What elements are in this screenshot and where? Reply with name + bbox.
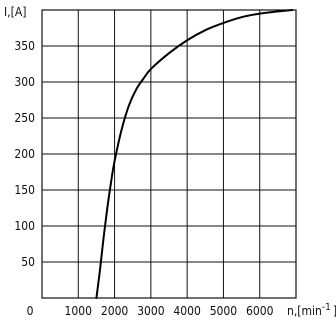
y-tick-label: 150 xyxy=(14,183,35,197)
plot-frame xyxy=(41,9,297,299)
x-tick-labels: 1000 2000 3000 4000 5000 6000 xyxy=(65,304,274,318)
x-tick-label: 6000 xyxy=(246,304,274,318)
y-tick-label: 50 xyxy=(21,255,35,269)
grid xyxy=(42,10,296,298)
x-axis-title: n,[min-1] xyxy=(287,302,336,318)
y-axis-title: I,[A] xyxy=(4,5,26,19)
y-tick-label: 350 xyxy=(14,39,35,53)
x-tick-label: 1000 xyxy=(65,304,93,318)
series-line xyxy=(95,9,294,299)
y-tick-label: 250 xyxy=(14,111,35,125)
x-tick-label: 3000 xyxy=(137,304,165,318)
y-tick-label: 100 xyxy=(14,219,35,233)
origin-label: 0 xyxy=(27,304,34,318)
x-tick-label: 4000 xyxy=(173,304,201,318)
x-axis-title-close: ] xyxy=(333,304,336,318)
x-axis-title-main: n,[min xyxy=(287,304,322,318)
x-tick-label: 2000 xyxy=(101,304,129,318)
y-tick-label: 300 xyxy=(14,75,35,89)
x-tick-label: 5000 xyxy=(210,304,238,318)
y-tick-labels: 50 100 150 200 250 300 350 xyxy=(14,39,35,269)
x-axis-title-superscript: -1 xyxy=(322,302,331,313)
y-tick-label: 200 xyxy=(14,147,35,161)
